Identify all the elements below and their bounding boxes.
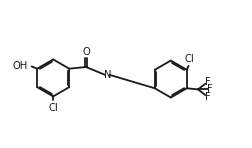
- Text: Cl: Cl: [48, 103, 58, 113]
- Text: OH: OH: [13, 61, 28, 71]
- Text: N: N: [104, 70, 112, 80]
- Text: F: F: [205, 92, 210, 102]
- Text: O: O: [82, 48, 90, 57]
- Text: F: F: [205, 77, 210, 87]
- Text: Cl: Cl: [185, 54, 195, 64]
- Text: F: F: [207, 84, 213, 94]
